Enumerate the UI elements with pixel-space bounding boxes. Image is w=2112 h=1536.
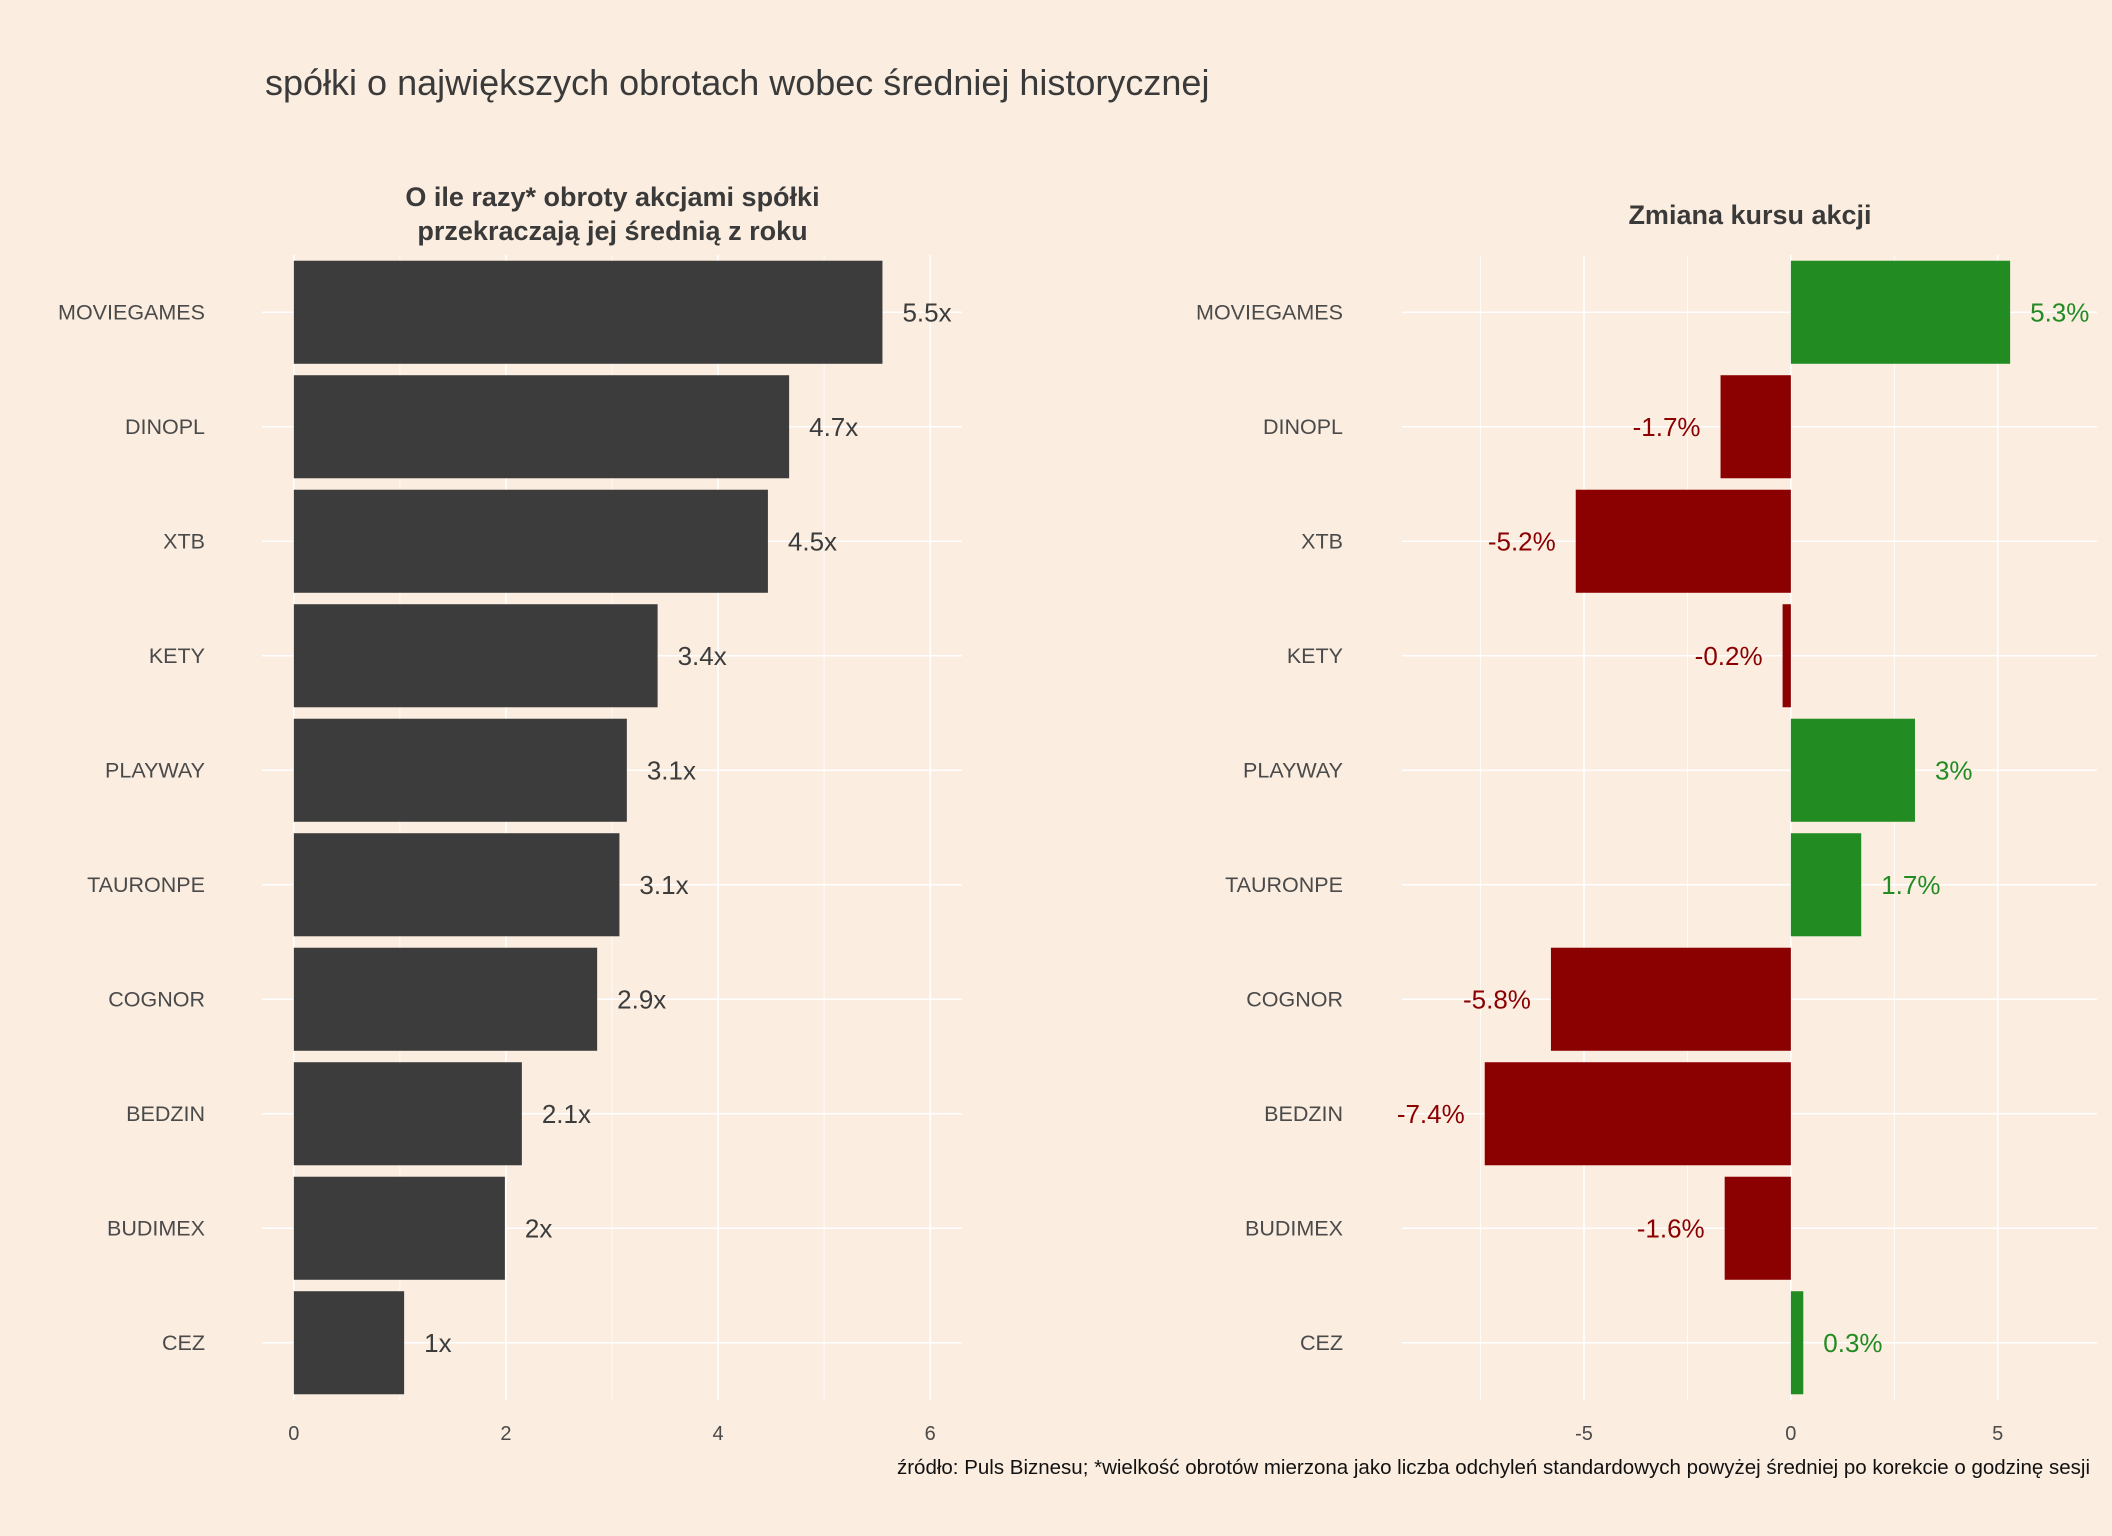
right-panel-title: Zmiana kursu akcji — [1400, 198, 2100, 232]
right-value-label: -5.8% — [1463, 984, 1531, 1014]
left-value-label: 3.4x — [678, 641, 727, 671]
left-category-label: BUDIMEX — [107, 1216, 205, 1240]
left-category-label: MOVIEGAMES — [58, 300, 205, 324]
left-category-label: XTB — [163, 529, 205, 553]
left-panel-title-line-2: przekraczają jej średnią z roku — [417, 216, 808, 246]
right-bar-dinopl — [1720, 375, 1791, 479]
left-bar-cognor — [293, 947, 598, 1051]
left-value-label: 3.1x — [639, 870, 688, 900]
right-bar-cez — [1790, 1291, 1804, 1395]
left-value-label: 3.1x — [647, 755, 696, 785]
right-value-label: 5.3% — [2030, 297, 2089, 327]
right-category-label: PLAYWAY — [1243, 758, 1343, 782]
left-value-label: 2.9x — [617, 984, 666, 1014]
left-bar-moviegames — [293, 260, 883, 364]
source-caption: źródło: Puls Biznesu; *wielkość obrotów … — [896, 1456, 2090, 1479]
left-panel-title-line-1: O ile razy* obroty akcjami spółki — [405, 182, 820, 212]
right-category-label: MOVIEGAMES — [1196, 300, 1343, 324]
left-category-label: COGNOR — [108, 987, 205, 1011]
right-bar-tauronpe — [1790, 833, 1862, 937]
left-x-tick-label: 0 — [288, 1423, 299, 1445]
left-value-label: 4.7x — [809, 412, 858, 442]
right-value-label: 0.3% — [1823, 1328, 1882, 1358]
left-x-tick-label: 2 — [500, 1423, 511, 1445]
right-value-label: -7.4% — [1397, 1099, 1465, 1129]
left-category-label: TAURONPE — [87, 873, 205, 897]
right-x-tick-label: -5 — [1575, 1423, 1593, 1445]
chart-title: spółki o największych obrotach wobec śre… — [265, 62, 1210, 103]
left-category-label: CEZ — [162, 1331, 205, 1355]
left-panel-title: O ile razy* obroty akcjami spółki przekr… — [290, 180, 935, 248]
left-category-label: DINOPL — [125, 415, 205, 439]
left-bar-xtb — [293, 489, 768, 593]
right-panel: MOVIEGAMES 5.3% DINOPL -1.7% XTB -5.2% KETY -0.… — [1196, 255, 2097, 1445]
right-bar-kety — [1782, 604, 1791, 708]
left-panel: MOVIEGAMES 5.5x DINOPL 4.7x XTB 4.5x KETY 3.4x P… — [58, 255, 962, 1445]
right-value-label: -1.6% — [1637, 1213, 1705, 1243]
right-value-label: -1.7% — [1633, 412, 1701, 442]
right-category-label: XTB — [1301, 529, 1343, 553]
left-bar-cez — [293, 1291, 405, 1395]
right-bar-bedzin — [1484, 1062, 1791, 1166]
left-category-label: PLAYWAY — [105, 758, 205, 782]
right-value-label: 3% — [1935, 755, 1973, 785]
right-category-label: BEDZIN — [1264, 1102, 1343, 1126]
right-x-tick-label: 0 — [1785, 1423, 1796, 1445]
right-category-label: CEZ — [1300, 1331, 1343, 1355]
left-value-label: 4.5x — [788, 526, 837, 556]
right-value-label: -5.2% — [1488, 526, 1556, 556]
right-panel-title-line-1: Zmiana kursu akcji — [1628, 200, 1872, 230]
right-category-label: COGNOR — [1246, 987, 1343, 1011]
left-value-label: 5.5x — [902, 297, 951, 327]
left-category-label: BEDZIN — [126, 1102, 205, 1126]
right-bar-moviegames — [1790, 260, 2011, 364]
right-category-label: KETY — [1287, 644, 1343, 668]
right-bar-budimex — [1724, 1176, 1791, 1280]
left-bar-dinopl — [293, 375, 790, 479]
right-category-label: DINOPL — [1263, 415, 1343, 439]
right-category-label: BUDIMEX — [1245, 1216, 1343, 1240]
left-x-tick-label: 4 — [712, 1423, 723, 1445]
left-bar-tauronpe — [293, 833, 620, 937]
right-bar-xtb — [1575, 489, 1791, 593]
left-bar-bedzin — [293, 1062, 522, 1166]
right-bar-playway — [1790, 718, 1915, 822]
right-value-label: 1.7% — [1881, 870, 1940, 900]
left-bar-kety — [293, 604, 658, 708]
left-value-label: 1x — [424, 1328, 451, 1358]
left-category-label: KETY — [149, 644, 205, 668]
right-x-tick-label: 5 — [1992, 1423, 2003, 1445]
left-bar-playway — [293, 718, 627, 822]
right-bar-cognor — [1550, 947, 1791, 1051]
right-category-label: TAURONPE — [1225, 873, 1343, 897]
left-value-label: 2x — [525, 1213, 552, 1243]
left-bar-budimex — [293, 1176, 505, 1280]
left-value-label: 2.1x — [542, 1099, 591, 1129]
left-x-tick-label: 6 — [925, 1423, 936, 1445]
right-value-label: -0.2% — [1695, 641, 1763, 671]
